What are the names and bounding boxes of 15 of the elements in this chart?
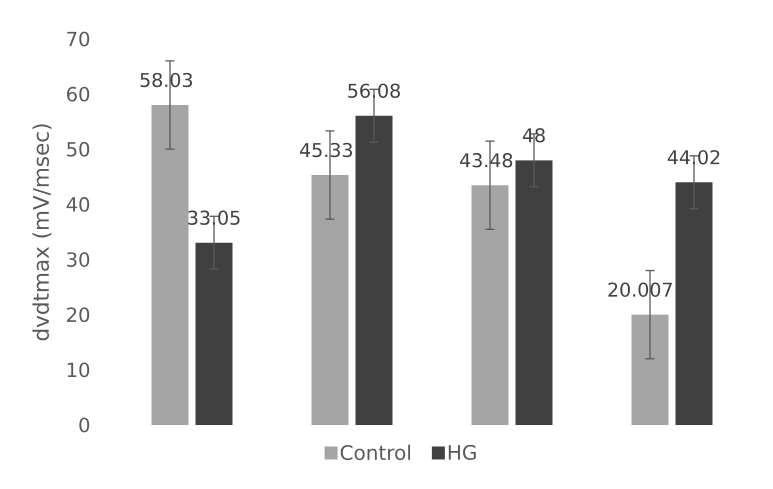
- y-tick-label: 20: [67, 307, 90, 322]
- data-label: 33.05: [188, 210, 240, 225]
- y-tick-label: 10: [68, 362, 90, 378]
- y-axis-title: dvdtmax (mV/msec): [32, 124, 52, 340]
- y-tick-label: 70: [67, 32, 90, 46]
- legend-label: HG: [448, 444, 476, 460]
- y-tick-label: 0: [79, 418, 90, 432]
- y-tick-label: 40: [66, 197, 90, 212]
- legend-label: Control: [340, 444, 410, 460]
- y-tick-label: 60: [67, 86, 90, 102]
- data-label: 44.02: [668, 150, 720, 164]
- y-tick-label: 50: [67, 142, 90, 157]
- data-label: 48: [522, 128, 545, 142]
- y-tick-label: 30: [67, 252, 90, 267]
- data-label: 56.08: [348, 84, 400, 98]
